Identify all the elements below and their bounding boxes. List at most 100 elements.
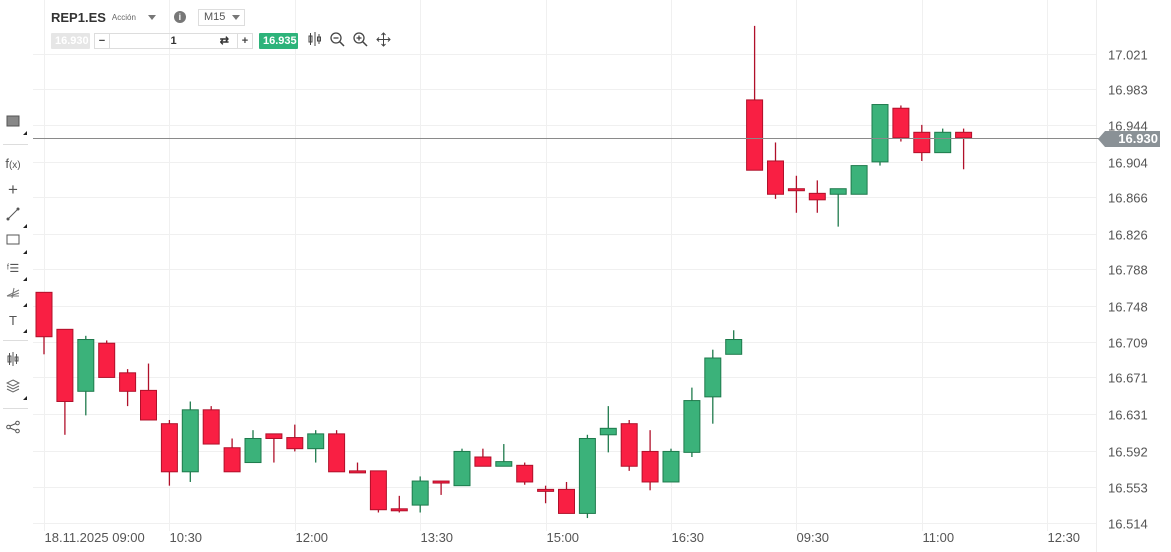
- candle-body: [641, 450, 659, 483]
- pan-icon[interactable]: [376, 32, 391, 50]
- pitchfork-icon[interactable]: [4, 286, 27, 307]
- candle-body: [77, 339, 95, 392]
- candle-body: [516, 464, 534, 483]
- candle-body: [599, 427, 617, 436]
- candle-body: [955, 131, 973, 139]
- quantity-input[interactable]: 1 ⇄: [109, 34, 238, 48]
- x-tick-label: 10:30: [170, 530, 203, 545]
- candle-body: [704, 357, 722, 398]
- y-tick-label: 16.592: [1108, 445, 1148, 460]
- timeframe-select[interactable]: M15: [197, 8, 246, 26]
- candle-body: [746, 99, 764, 171]
- candle-body: [369, 470, 387, 511]
- chart-background-icon[interactable]: [4, 114, 27, 135]
- function-icon[interactable]: f(x): [5, 156, 21, 171]
- y-tick-label: 16.788: [1108, 263, 1148, 278]
- candle-body: [223, 447, 241, 473]
- candle-body: [934, 131, 952, 154]
- instrument-header: REP1.ES Acción i M15: [51, 8, 246, 26]
- candle-body: [349, 470, 366, 474]
- x-tick-label: 11:00: [923, 530, 955, 545]
- x-tick-label: 16:30: [672, 530, 705, 545]
- candle-body: [725, 339, 743, 355]
- candle-body: [98, 342, 116, 378]
- quantity-stepper[interactable]: − 1 ⇄ +: [94, 33, 253, 49]
- candle-body: [892, 107, 910, 139]
- candle-body: [202, 409, 220, 445]
- candle-body: [160, 423, 178, 473]
- candlestick-type-icon[interactable]: [307, 32, 322, 50]
- increase-button[interactable]: +: [241, 35, 249, 47]
- candle-body: [286, 437, 304, 450]
- candle-body: [411, 480, 429, 506]
- candle-body: [35, 291, 53, 338]
- chevron-down-icon: [232, 14, 241, 20]
- y-tick-label: 16.709: [1108, 336, 1148, 351]
- decrease-button[interactable]: −: [98, 35, 106, 47]
- candle-body: [265, 433, 283, 439]
- candle-body: [140, 389, 157, 421]
- candle-body: [787, 188, 805, 192]
- candle-body: [829, 188, 847, 195]
- last-price-label: 16.930: [1098, 131, 1160, 147]
- y-tick-label: 16.514: [1108, 517, 1148, 532]
- text-icon[interactable]: T: [4, 312, 27, 333]
- crosshair-icon[interactable]: +: [8, 180, 18, 199]
- zoom-in-icon[interactable]: [353, 32, 368, 50]
- candle-body: [119, 372, 137, 392]
- y-tick-label: 16.866: [1108, 191, 1148, 206]
- rectangle-icon[interactable]: [4, 233, 27, 254]
- layers-icon[interactable]: [4, 379, 27, 400]
- chevron-down-icon[interactable]: [147, 14, 156, 20]
- candle-body: [495, 461, 513, 467]
- y-tick-label: 16.983: [1108, 83, 1148, 98]
- x-tick-label: 18.11.2025 09:00: [45, 530, 145, 545]
- candle-body: [808, 192, 826, 201]
- y-tick-label: 16.826: [1108, 228, 1148, 243]
- share-icon[interactable]: [4, 420, 22, 438]
- y-tick-label: 16.904: [1108, 156, 1148, 171]
- fibonacci-icon[interactable]: ᶠ☰: [4, 260, 27, 281]
- candle-body: [850, 165, 868, 195]
- x-tick-label: 15:00: [547, 530, 580, 545]
- quantity-value: 1: [170, 35, 177, 47]
- candle-body: [474, 456, 492, 467]
- candle-body: [537, 488, 555, 492]
- left-drawing-toolbar: f(x) + ᶠ☰ T: [0, 0, 33, 552]
- x-tick-label: 13:30: [421, 530, 454, 545]
- indicators-icon[interactable]: [4, 352, 22, 370]
- candle-body: [307, 433, 325, 450]
- y-tick-label: 16.944: [1108, 119, 1148, 134]
- candle-body: [432, 480, 450, 484]
- candle-body: [913, 131, 931, 154]
- order-bar: 16.930 − 1 ⇄ + 16.935: [51, 32, 391, 50]
- y-tick-label: 16.553: [1108, 481, 1148, 496]
- y-tick-label: 16.671: [1108, 371, 1148, 386]
- x-tick-label: 09:30: [797, 530, 830, 545]
- candle-body: [871, 104, 889, 163]
- y-tick-label: 16.631: [1108, 408, 1148, 423]
- candle-body: [558, 488, 575, 514]
- trendline-icon[interactable]: [4, 207, 27, 228]
- timeframe-value: M15: [203, 11, 226, 23]
- x-tick-label: 12:30: [1048, 530, 1081, 545]
- candle-body: [328, 433, 346, 473]
- zoom-out-icon[interactable]: [330, 32, 345, 50]
- candle-body: [683, 400, 701, 453]
- candle-body: [56, 328, 74, 402]
- info-icon[interactable]: i: [173, 11, 186, 23]
- y-tick-label: 17.021: [1108, 48, 1148, 63]
- candle-body: [453, 450, 471, 487]
- swap-icon[interactable]: ⇄: [219, 35, 229, 47]
- candle-body: [390, 508, 408, 512]
- buy-button[interactable]: 16.935: [259, 33, 298, 49]
- sell-button[interactable]: 16.930: [51, 33, 90, 49]
- candle-body: [620, 423, 638, 467]
- candle-body: [767, 160, 784, 195]
- symbol-label: REP1.ES: [51, 9, 106, 25]
- y-tick-label: 16.748: [1108, 300, 1148, 315]
- x-tick-label: 12:00: [296, 530, 329, 545]
- candle-body: [244, 437, 262, 464]
- instrument-type: Acción: [111, 12, 136, 22]
